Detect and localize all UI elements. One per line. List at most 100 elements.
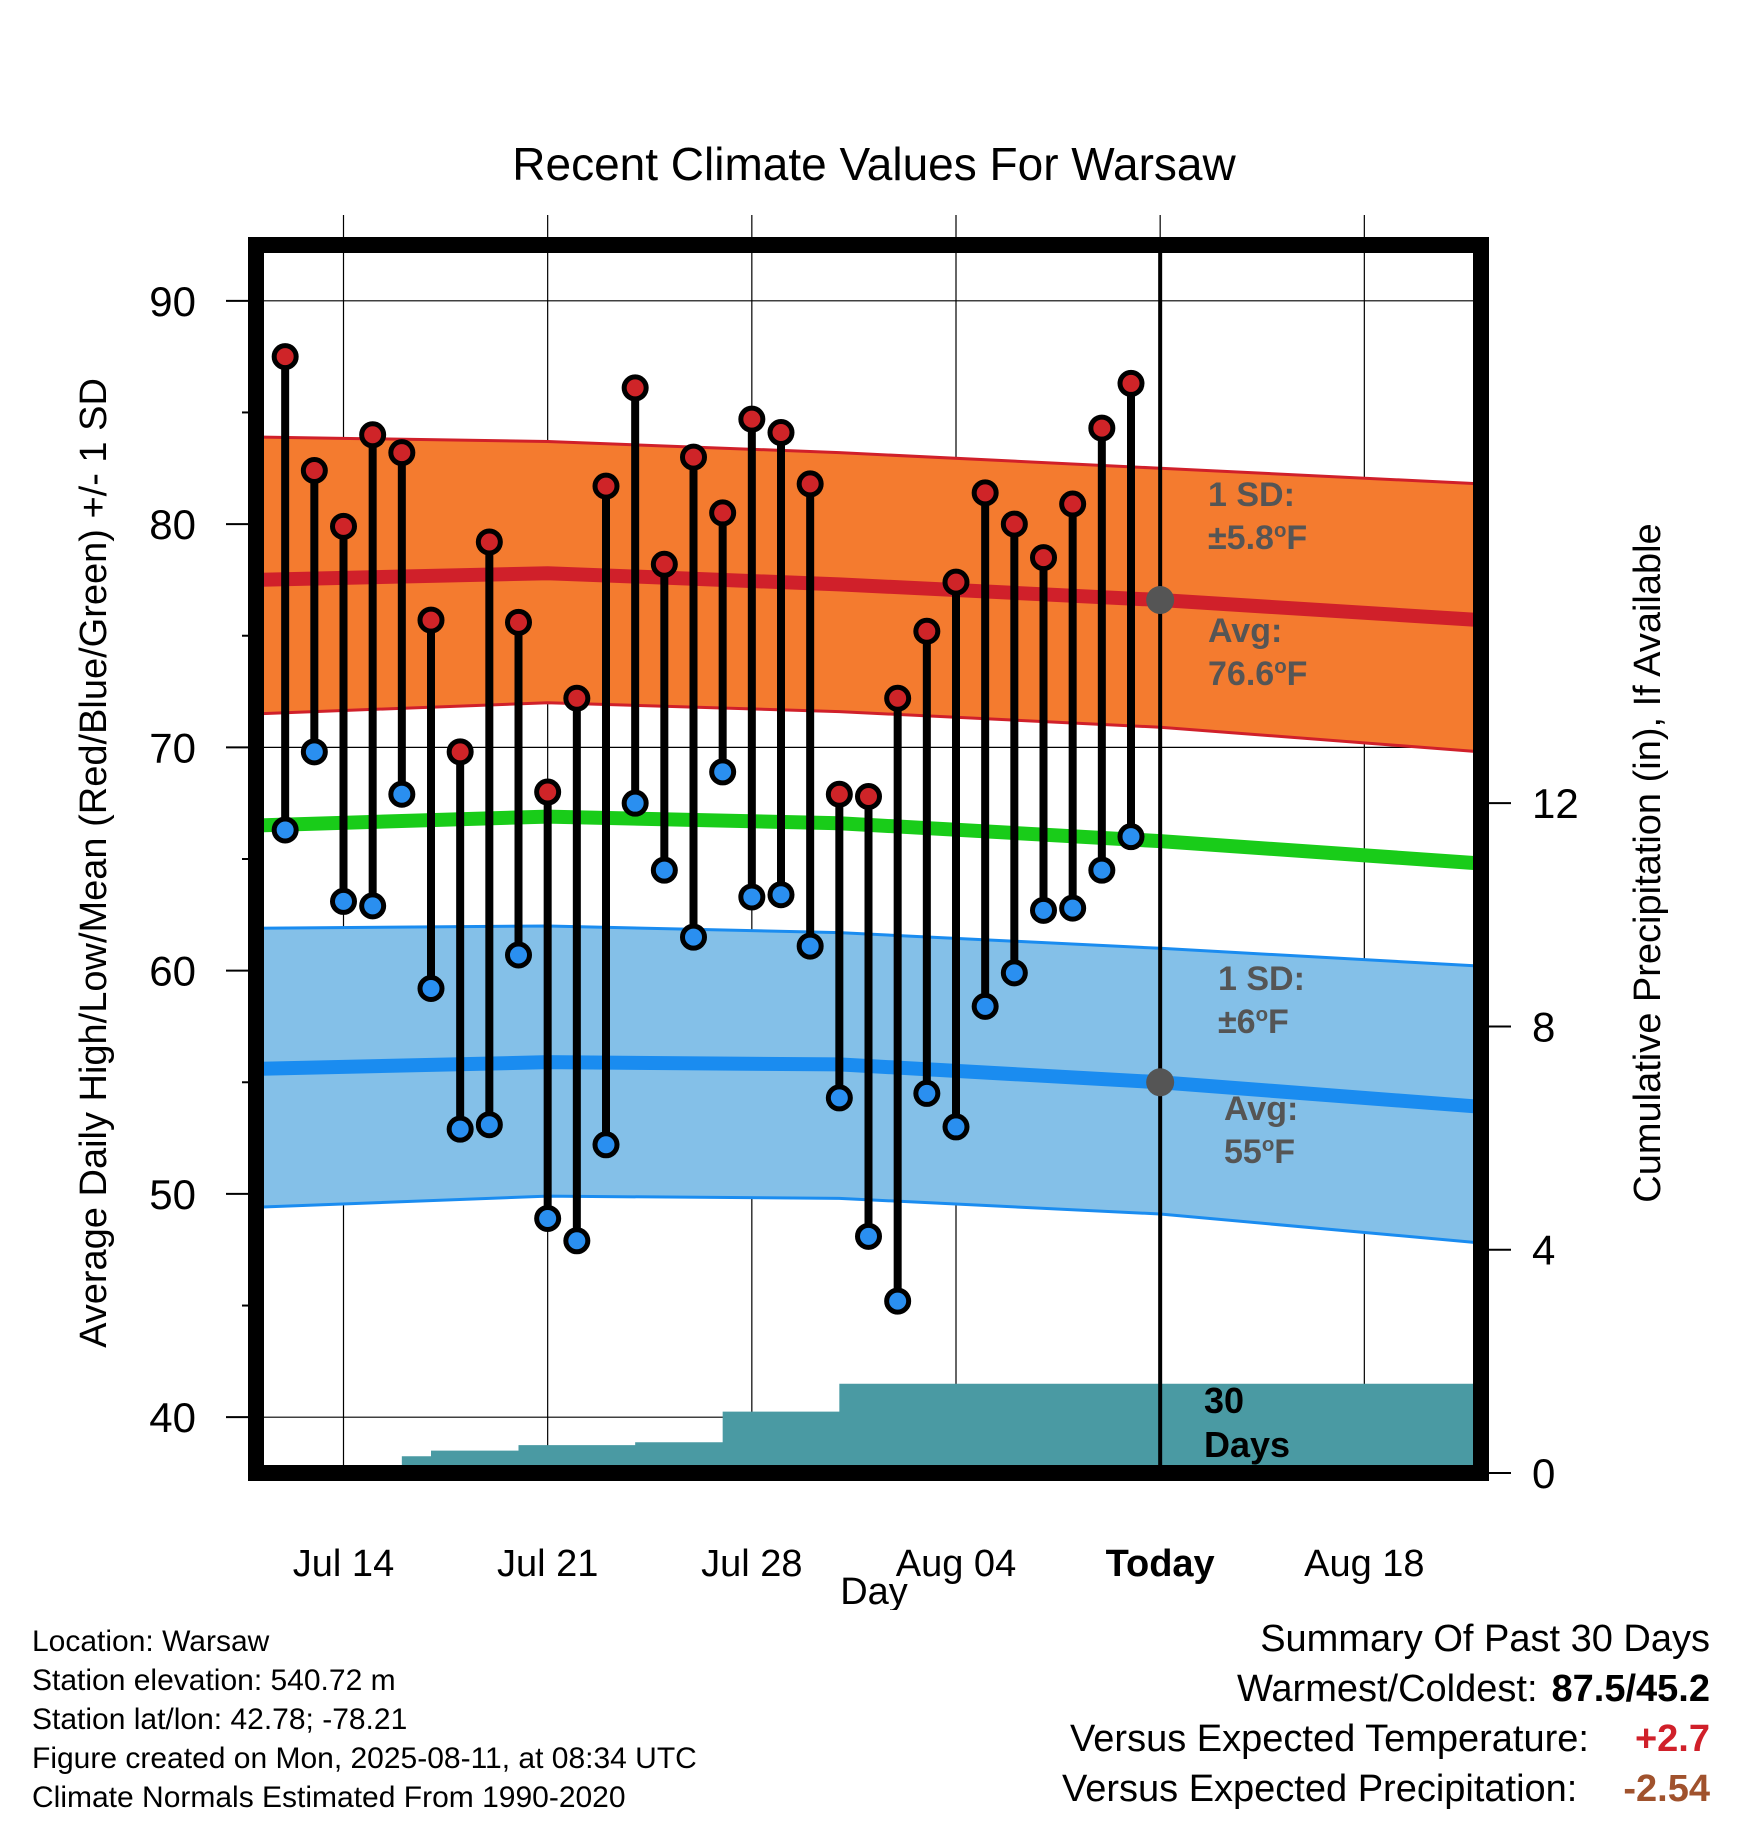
y2-tick-label: 8 xyxy=(1532,1003,1555,1050)
days-count-label: 30 xyxy=(1204,1380,1244,1421)
daily-high-point xyxy=(971,479,999,507)
high-sd-value: ±5.8oF xyxy=(1208,519,1307,557)
summary-heading: Summary Of Past 30 Days xyxy=(1260,1618,1710,1660)
daily-high-point xyxy=(359,421,387,449)
high-avg-value: 76.6oF xyxy=(1208,655,1307,693)
daily-low-point xyxy=(475,1111,503,1139)
x-tick-label: Aug 18 xyxy=(1304,1543,1424,1585)
summary-temp-row: Versus Expected Temperature: +2.7 xyxy=(1062,1714,1710,1764)
daily-low-point xyxy=(767,881,795,909)
today-avg-high-marker xyxy=(1146,586,1175,615)
daily-low-point xyxy=(271,816,299,844)
daily-low-point xyxy=(971,992,999,1020)
high-plus-sd-line xyxy=(255,435,1482,486)
normals-text: Climate Normals Estimated From 1990-2020 xyxy=(32,1781,626,1814)
daily-high-point xyxy=(592,472,620,500)
daily-high-point xyxy=(913,617,941,645)
high-sd-band xyxy=(256,437,1481,752)
chart-title: Recent Climate Values For Warsaw xyxy=(512,138,1236,190)
summary-precip-row: Versus Expected Precipitation: -2.54 xyxy=(1062,1764,1710,1814)
daily-low-point xyxy=(680,923,707,951)
daily-high-point xyxy=(330,512,357,540)
daily-high-point xyxy=(446,738,474,766)
daily-high-point xyxy=(767,419,795,447)
daily-high-point xyxy=(621,374,649,402)
x-tick-label: Jul 28 xyxy=(701,1543,802,1585)
daily-low-point xyxy=(446,1115,474,1143)
daily-high-point xyxy=(475,528,503,556)
low-minus-sd-line xyxy=(255,1194,1482,1245)
daily-high-point xyxy=(796,470,824,498)
summary-warmest-row: Warmest/Coldest: 87.5/45.2 xyxy=(1062,1664,1710,1714)
y-tick-label: 90 xyxy=(149,278,196,325)
x-tick-label: Jul 14 xyxy=(293,1543,394,1585)
x-tick-label: Jul 21 xyxy=(497,1543,598,1585)
daily-high-point xyxy=(534,778,562,806)
daily-low-point xyxy=(330,887,357,915)
daily-high-point xyxy=(942,568,970,596)
high-minus-sd-line xyxy=(255,701,1482,754)
daily-high-point xyxy=(271,343,299,371)
low-avg-label: Avg: xyxy=(1224,1090,1298,1128)
avg-high-line xyxy=(255,566,1482,628)
x-tick-label: Aug 04 xyxy=(896,1543,1016,1585)
daily-low-point xyxy=(738,883,766,911)
climate-chart: Recent Climate Values For Warsaw 1 SD: ±5… xyxy=(73,138,1669,1610)
daily-low-point xyxy=(1000,959,1028,987)
daily-high-point xyxy=(388,439,416,467)
precip-label: Versus Expected Precipitation: xyxy=(1061,1768,1578,1810)
y2-tick-label: 12 xyxy=(1532,780,1579,827)
daily-high-point xyxy=(505,608,532,636)
y-tick-label: 70 xyxy=(149,724,196,771)
y-tick-label: 60 xyxy=(149,948,196,995)
daily-low-point xyxy=(650,856,678,884)
daily-high-point xyxy=(650,550,678,578)
daily-high-point xyxy=(1059,490,1087,518)
daily-low-point xyxy=(417,974,445,1002)
y-axis-label: Average Daily High/Low/Mean (Red/Blue/Gr… xyxy=(73,378,115,1348)
low-sd-value: ±6oF xyxy=(1218,1003,1289,1041)
y-tick-label: 80 xyxy=(149,501,196,548)
daily-high-point xyxy=(855,782,882,810)
precip-area xyxy=(256,1383,1481,1473)
daily-high-point xyxy=(1117,369,1145,397)
daily-high-point xyxy=(1000,510,1028,538)
daily-low-point xyxy=(1088,856,1116,884)
x-tick-label-today: Today xyxy=(1106,1543,1215,1585)
warmest-value: 87.5/45.2 xyxy=(1551,1668,1710,1710)
location-text: Location: Warsaw xyxy=(32,1625,270,1658)
temp-value: +2.7 xyxy=(1634,1718,1710,1760)
daily-high-point xyxy=(300,457,328,485)
daily-low-point xyxy=(621,789,649,817)
daily-low-point xyxy=(855,1222,882,1250)
daily-low-point xyxy=(942,1113,970,1141)
daily-low-point xyxy=(505,941,532,969)
today-avg-low-marker xyxy=(1146,1068,1175,1097)
high-avg-label: Avg: xyxy=(1208,612,1282,650)
x-axis-label: Day xyxy=(840,1571,908,1610)
y-tick-label: 40 xyxy=(149,1394,196,1441)
daily-low-point xyxy=(825,1084,853,1112)
elevation-text: Station elevation: 540.72 m xyxy=(32,1664,396,1697)
summary-panel: Summary Of Past 30 Days Warmest/Coldest:… xyxy=(1062,1614,1710,1814)
daily-high-point xyxy=(417,606,445,634)
temp-label: Versus Expected Temperature: xyxy=(1070,1718,1589,1760)
daily-high-point xyxy=(563,684,591,712)
daily-low-point xyxy=(563,1227,591,1255)
daily-high-point xyxy=(738,405,766,433)
days-word-label: Days xyxy=(1204,1424,1290,1465)
daily-high-point xyxy=(1088,414,1116,442)
high-sd-label: 1 SD: xyxy=(1208,476,1295,514)
precip-value: -2.54 xyxy=(1623,1768,1710,1810)
low-avg-value: 55oF xyxy=(1224,1133,1295,1171)
daily-low-point xyxy=(1059,894,1087,922)
y2-tick-label: 4 xyxy=(1532,1227,1555,1274)
daily-low-point xyxy=(592,1131,620,1159)
daily-low-point xyxy=(359,892,387,920)
created-text: Figure created on Mon, 2025-08-11, at 08… xyxy=(32,1742,697,1775)
y-tick-label: 50 xyxy=(149,1171,196,1218)
daily-high-point xyxy=(709,499,737,527)
warmest-label: Warmest/Coldest: xyxy=(1236,1668,1538,1710)
station-info: Location: Warsaw Station elevation: 540.… xyxy=(32,1622,697,1817)
low-sd-label: 1 SD: xyxy=(1218,960,1305,998)
